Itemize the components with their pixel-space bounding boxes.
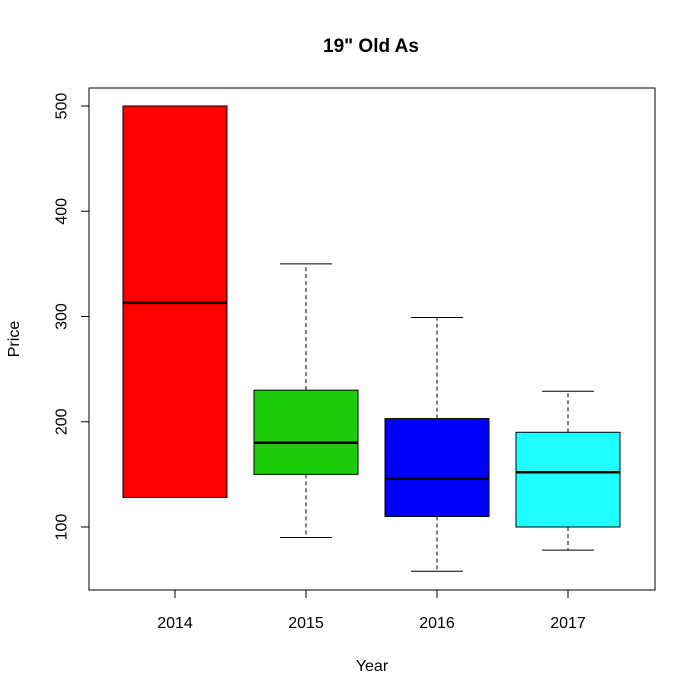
box-group [122, 105, 621, 572]
box-2017 [515, 390, 621, 551]
box-body [384, 418, 490, 517]
y-tick-label: 500 [54, 93, 71, 120]
x-tick-label: 2017 [550, 615, 586, 632]
box-2015 [253, 263, 359, 539]
box-body [253, 389, 359, 475]
y-tick-label: 200 [54, 408, 71, 435]
chart-title: 19" Old As [323, 36, 419, 57]
y-tick-label: 300 [54, 303, 71, 330]
box-2016 [384, 317, 490, 572]
x-axis-label: Year [356, 658, 389, 675]
x-axis: 2014 2015 2016 2017 [157, 589, 586, 632]
x-tick-label: 2014 [157, 615, 193, 632]
y-axis: 100 200 300 400 500 [54, 93, 90, 541]
y-axis-label: Price [6, 321, 23, 358]
box-body [515, 431, 621, 528]
y-tick-label: 400 [54, 198, 71, 225]
x-tick-label: 2015 [288, 615, 324, 632]
y-tick-label: 100 [54, 514, 71, 541]
x-tick-label: 2016 [419, 615, 455, 632]
box-2014 [122, 105, 228, 499]
